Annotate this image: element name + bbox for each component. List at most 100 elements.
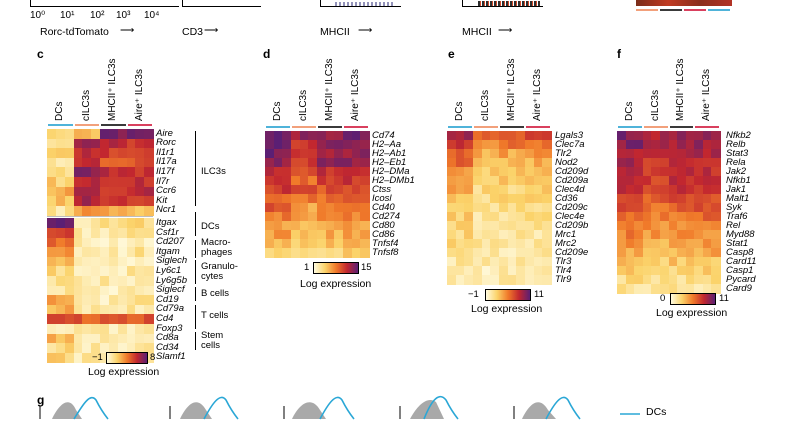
heatmap-cell: [711, 167, 721, 177]
heatmap-cell: [625, 257, 635, 267]
heatmap-cell: [634, 203, 644, 213]
heatmap-cell: [464, 185, 474, 195]
heatmap-cell: [677, 176, 687, 186]
heatmap-cell: [668, 131, 678, 141]
heatmap-cell: [117, 324, 128, 335]
heatmap-cell: [73, 148, 83, 159]
heatmap-cell: [100, 266, 110, 277]
heatmap-cell: [135, 314, 145, 325]
heatmap-cell: [711, 212, 721, 222]
heatmap-cell: [455, 194, 465, 204]
gene-label: Lgals3: [555, 129, 583, 141]
heatmap-cell: [499, 167, 509, 177]
heatmap-cell: [108, 266, 119, 277]
column-label: cILC3s: [298, 89, 309, 121]
gene-label: Ly6g5b: [156, 274, 187, 286]
heatmap-cell: [317, 158, 327, 168]
gene-label: Card9: [726, 282, 752, 294]
heatmap-cell: [617, 158, 627, 168]
heatmap-cell: [507, 248, 517, 258]
heatmap-cell: [651, 194, 661, 204]
heatmap-cell: [516, 266, 526, 276]
heatmap-cell: [351, 248, 361, 258]
heatmap-cell: [455, 131, 465, 141]
heatmap-cell: [64, 157, 75, 168]
heatmap-cell: [473, 131, 483, 141]
heatmap-cell: [135, 129, 145, 140]
heatmap-cell: [55, 148, 66, 159]
heatmap-cell: [282, 167, 292, 177]
heatmap-cell: [499, 275, 509, 285]
heatmap-cell: [64, 343, 75, 354]
heatmap-cell: [651, 275, 661, 285]
heatmap-cell: [135, 228, 145, 239]
heatmap-cell: [47, 218, 57, 229]
heatmap-cell: [317, 176, 327, 186]
heatmap-cell: [82, 324, 92, 335]
heatmap-cell: [91, 186, 101, 197]
heatmap-cell: [455, 185, 465, 195]
heatmap-cell: [464, 275, 474, 285]
group-label-granulocytes-1: Granulo-: [201, 261, 238, 272]
heatmap-cell: [126, 285, 136, 296]
heatmap-cell: [55, 157, 66, 168]
gene-label: Myd88: [726, 228, 755, 240]
heatmap-cell: [343, 212, 353, 222]
heatmap-cell: [507, 158, 517, 168]
heatmap-cell: [464, 149, 474, 159]
heatmap-cell: [481, 239, 491, 249]
heatmap-cell: [464, 248, 474, 258]
heatmap-cell: [617, 167, 627, 177]
heatmap-cell: [455, 212, 465, 222]
panel-letter-d: d: [263, 47, 271, 61]
heatmap-cell: [702, 248, 712, 258]
heatmap-cell: [144, 304, 154, 315]
heatmap-cell: [455, 266, 465, 276]
bracket-dcs: [195, 212, 196, 236]
heatmap-cell: [144, 157, 154, 168]
heatmap-cell: [55, 324, 66, 335]
heatmap-cell: [91, 343, 101, 354]
heatmap-cell: [659, 176, 670, 186]
heatmap-cell: [499, 248, 509, 258]
heatmap-cell: [64, 256, 75, 267]
gene-label: H2–Ab1: [372, 147, 407, 159]
heatmap-cell: [135, 324, 145, 335]
column-label: Aire⁺ ILC3s: [133, 69, 145, 121]
heatmap-cell: [542, 230, 552, 240]
heatmap-cell: [308, 230, 318, 240]
gene-label: Nfkb1: [726, 174, 751, 186]
heatmap-cell: [126, 186, 136, 197]
heatmap-cell: [542, 140, 552, 150]
heatmap-cell: [64, 129, 75, 140]
column-label: MHCII⁺ ILC3s: [324, 58, 335, 121]
heatmap-cell: [334, 131, 344, 141]
heatmap-cell: [625, 158, 635, 168]
gene-label: Kit: [156, 194, 168, 206]
column-label: DCs: [454, 101, 465, 121]
heatmap-cell: [351, 131, 361, 141]
heatmap-cell: [308, 158, 318, 168]
heatmap-cell: [126, 314, 136, 325]
gene-label: Card11: [726, 255, 757, 267]
heatmap-cell: [117, 285, 128, 296]
heatmap-cell: [299, 167, 309, 177]
heatmap-cell: [82, 177, 92, 188]
heatmap-cell: [64, 177, 75, 188]
heatmap-cell: [144, 228, 154, 239]
heatmap-cell: [668, 194, 678, 204]
mini-color-bar-1: [636, 9, 658, 11]
heatmap-cell: [617, 230, 627, 240]
heatmap-cell: [507, 167, 517, 177]
gene-label: Casp8: [726, 246, 754, 258]
heatmap-cell: [55, 196, 66, 207]
heatmap-cell: [108, 276, 119, 287]
heatmap-cell: [55, 129, 66, 140]
heatmap-cell: [694, 266, 704, 276]
heatmap-cell: [507, 257, 517, 267]
heatmap-cell: [351, 158, 361, 168]
heatmap-cell: [299, 230, 309, 240]
heatmap-cell: [455, 140, 465, 150]
heatmap-cell: [507, 212, 517, 222]
heatmap-cell: [308, 149, 318, 159]
